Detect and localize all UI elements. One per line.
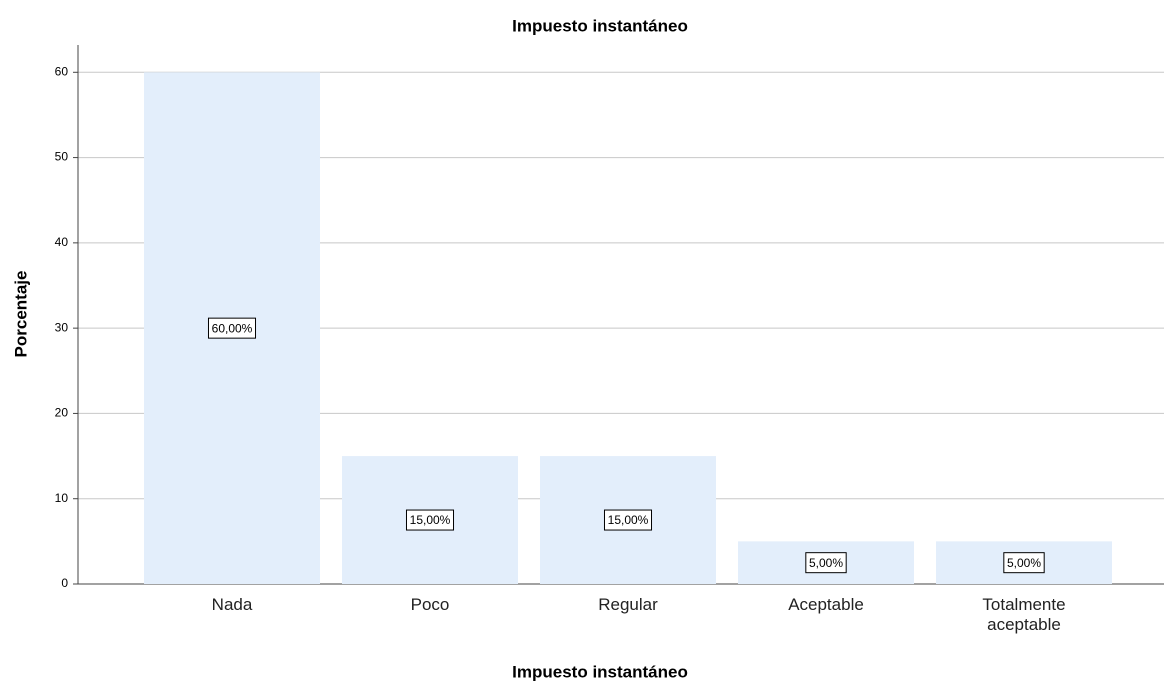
value-label-box: [405, 509, 455, 531]
y-tick-label: 0: [61, 576, 68, 590]
value-label: 60,00%: [212, 321, 253, 335]
value-label: 15,00%: [608, 513, 649, 527]
x-tick-label: Aceptable: [788, 595, 864, 614]
x-tick-label: Poco: [410, 595, 450, 614]
y-tick-label: 30: [55, 320, 69, 334]
value-label: 5,00%: [1007, 556, 1041, 570]
y-axis-title: Porcentaje: [11, 271, 30, 358]
y-tick-label: 60: [55, 64, 69, 78]
y-tick-label: 20: [55, 406, 69, 420]
value-label-box: [603, 509, 653, 531]
x-tick-label: Regular: [598, 595, 658, 614]
x-axis-title: Impuesto instantáneo: [512, 662, 688, 681]
x-tick-label: Totalmente aceptable: [982, 595, 1066, 634]
y-tick-label: 50: [55, 150, 69, 164]
value-label: 15,00%: [410, 513, 451, 527]
y-tick-label: 40: [55, 235, 69, 249]
value-label: 5,00%: [809, 556, 843, 570]
value-label-box: [805, 552, 847, 574]
value-label-box: [1003, 552, 1045, 574]
value-label-box: [207, 317, 257, 339]
chart-title: Impuesto instantáneo: [512, 16, 688, 35]
x-tick-label: Nada: [211, 595, 253, 614]
y-tick-label: 10: [55, 491, 69, 505]
